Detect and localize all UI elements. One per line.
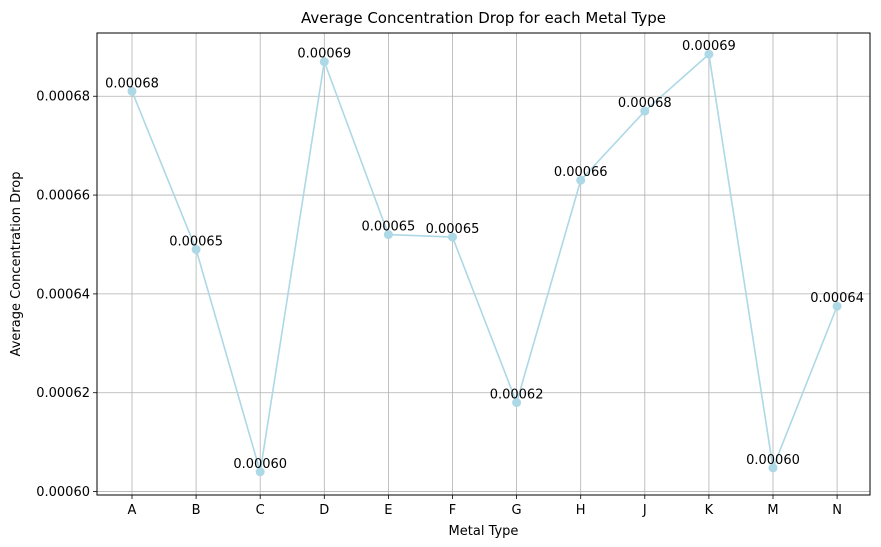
data-label: 0.00066 bbox=[554, 165, 608, 180]
data-point bbox=[448, 232, 457, 242]
x-tick-label: J bbox=[642, 503, 647, 518]
x-tick-label: M bbox=[767, 503, 778, 518]
data-point bbox=[704, 49, 714, 59]
data-point bbox=[319, 57, 329, 67]
data-label: 0.00069 bbox=[682, 39, 736, 54]
x-axis-label: Metal Type bbox=[449, 524, 519, 539]
x-tick-label: F bbox=[449, 503, 456, 518]
y-tick-label: 0.00062 bbox=[36, 386, 90, 401]
series-line bbox=[131, 52, 838, 472]
data-point bbox=[512, 398, 522, 408]
x-tick-label: K bbox=[705, 503, 714, 518]
x-tick-label: N bbox=[832, 503, 842, 518]
x-tick-label: H bbox=[576, 503, 586, 518]
grid bbox=[97, 33, 870, 495]
data-point bbox=[768, 463, 778, 473]
data-label: 0.00065 bbox=[362, 220, 416, 235]
data-point bbox=[127, 86, 137, 96]
data-point bbox=[576, 175, 586, 185]
data-point bbox=[191, 244, 201, 254]
data-label: 0.00069 bbox=[297, 47, 351, 62]
data-label: 0.00065 bbox=[426, 222, 480, 237]
data-label: 0.00060 bbox=[746, 453, 800, 468]
x-tick-label: B bbox=[192, 503, 201, 518]
data-label: 0.00064 bbox=[810, 291, 864, 306]
data-label: 0.00060 bbox=[233, 457, 287, 472]
data-point bbox=[383, 230, 393, 240]
y-axis-label: Average Concentration Drop bbox=[9, 172, 24, 357]
y-tick-label: 0.00068 bbox=[36, 90, 90, 105]
data-label: 0.00068 bbox=[105, 76, 159, 91]
data-point bbox=[640, 106, 650, 116]
y-tick-label: 0.00060 bbox=[36, 485, 90, 500]
data-point bbox=[832, 301, 842, 311]
series-group bbox=[127, 49, 842, 477]
data-label: 0.00062 bbox=[490, 388, 544, 403]
y-tick-label: 0.00064 bbox=[36, 287, 90, 302]
x-tick-label: G bbox=[512, 503, 522, 518]
x-tick-label: D bbox=[319, 503, 329, 518]
y-tick-group: 0.00060 0.00062 0.00064 0.00066 0.00068 bbox=[36, 90, 97, 500]
plot-frame bbox=[96, 32, 871, 496]
data-label-group: 0.00068 0.00065 0.00060 0.00069 0.00065 0.000… bbox=[105, 39, 864, 472]
data-label: 0.00068 bbox=[618, 96, 672, 111]
y-tick-label: 0.00066 bbox=[36, 189, 90, 204]
x-tick-label: A bbox=[128, 503, 137, 518]
x-tick-label: C bbox=[256, 503, 265, 518]
chart-title: Average Concentration Drop for each Meta… bbox=[301, 9, 666, 27]
x-tick-label: E bbox=[384, 503, 392, 518]
data-label: 0.00065 bbox=[169, 234, 223, 249]
data-point bbox=[255, 467, 265, 477]
